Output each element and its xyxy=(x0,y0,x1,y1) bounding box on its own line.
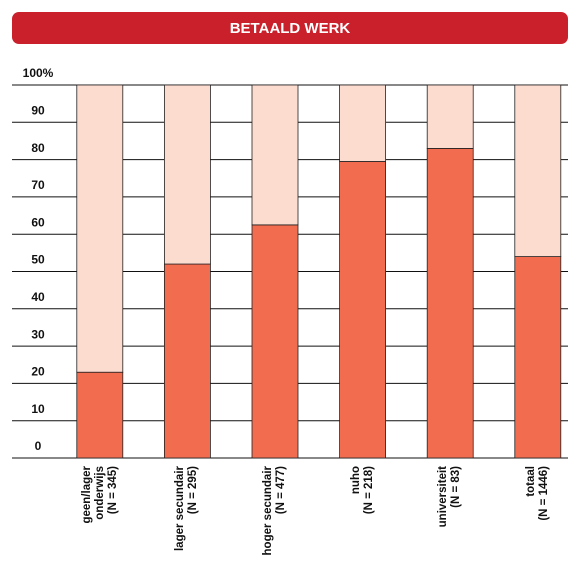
y-tick-label: 0 xyxy=(35,439,42,453)
bar-segment xyxy=(339,84,387,162)
bar-segment xyxy=(339,161,387,459)
y-tick-label: 100% xyxy=(23,66,54,80)
x-tick-label: universiteit (N = 83) xyxy=(437,466,463,528)
y-tick-label: 70 xyxy=(31,178,45,192)
y-tick-label: 60 xyxy=(31,215,45,229)
y-tick-label: 30 xyxy=(31,327,45,341)
y-tick-label: 20 xyxy=(31,365,45,379)
bar-segment xyxy=(76,371,124,459)
y-tick-label: 80 xyxy=(31,141,45,155)
bar-segment xyxy=(163,84,211,265)
bar-segment xyxy=(76,84,124,373)
y-tick-label: 40 xyxy=(31,290,45,304)
bar-segment xyxy=(163,263,211,459)
y-tick-label: 50 xyxy=(31,253,45,267)
x-tick-label: geen/lager onderwijs (N = 345) xyxy=(80,466,119,524)
x-tick-label: totaal (N = 1446) xyxy=(524,466,550,521)
y-tick-label: 90 xyxy=(31,103,45,117)
bar-segment xyxy=(426,148,474,459)
bar-segment xyxy=(514,84,562,257)
bar-segment xyxy=(251,224,299,459)
chart-title: BETAALD WERK xyxy=(230,20,351,37)
x-tick-label: hoger secundair (N = 477) xyxy=(262,466,287,556)
bar-segment xyxy=(426,84,474,149)
title-banner xyxy=(12,12,568,44)
bar-segment xyxy=(514,256,562,459)
x-tick-label: lager secundair (N = 295) xyxy=(174,466,200,552)
y-tick-label: 10 xyxy=(31,402,45,416)
bar-segment xyxy=(251,84,299,226)
x-tick-label: nuho (N = 218) xyxy=(349,466,375,515)
